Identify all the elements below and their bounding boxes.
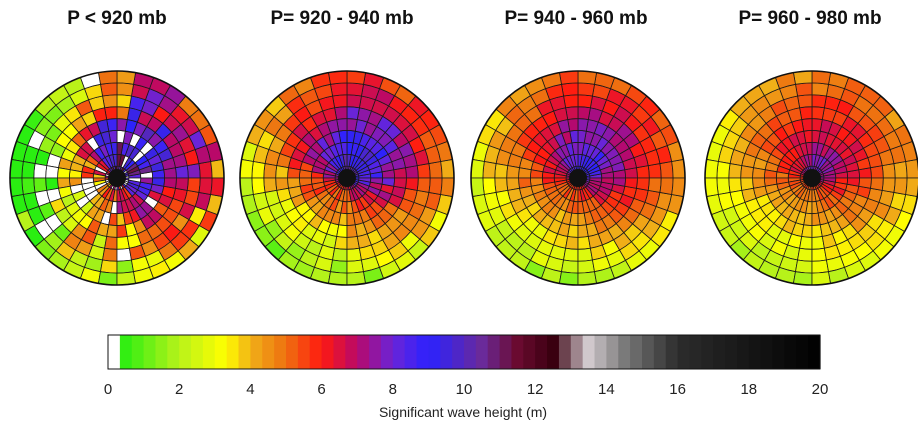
colorbar-block [772, 335, 785, 369]
colorbar-block [380, 335, 394, 369]
colorbar-block [250, 335, 263, 369]
colorbar-block [796, 335, 809, 369]
colorbar-block [594, 335, 607, 369]
colorbar-block [464, 335, 477, 369]
colorbar-block [119, 335, 133, 369]
colorbar-tick-label: 20 [811, 381, 829, 398]
colorbar-block [333, 335, 346, 369]
colorbar-block [606, 335, 619, 369]
colorbar-block [167, 335, 180, 369]
colorbar-block [689, 335, 702, 369]
polar-center [803, 169, 821, 187]
colorbar-block [309, 335, 323, 369]
colorbar-block [321, 335, 335, 369]
colorbar-block [404, 335, 418, 369]
colorbar-block [131, 335, 145, 369]
polar-panel-3 [470, 70, 686, 286]
colorbar-tick-label: 14 [598, 381, 615, 398]
colorbar-block [357, 335, 370, 369]
colorbar-block [226, 335, 240, 369]
colorbar-label: Significant wave height (m) [378, 404, 548, 420]
colorbar-block [274, 335, 287, 369]
colorbar-block [286, 335, 299, 369]
colorbar-block [191, 335, 204, 369]
colorbar-block [369, 335, 382, 369]
colorbar-block [202, 335, 216, 369]
colorbar-block [392, 335, 406, 369]
colorbar-block [345, 335, 358, 369]
colorbar-block [618, 335, 631, 369]
colorbar-block [760, 335, 774, 369]
polar-outline [704, 70, 918, 286]
colorbar-tick-label: 4 [246, 381, 255, 398]
panel-title-3: P= 940 - 960 mb [504, 8, 648, 29]
colorbar-tick-label: 12 [526, 381, 544, 398]
colorbar-block [262, 335, 275, 369]
colorbar-block [428, 335, 441, 369]
polar-center [338, 169, 356, 187]
colorbar-tick-label: 10 [455, 381, 473, 398]
colorbar-block [677, 335, 691, 369]
colorbar-block [452, 335, 465, 369]
colorbar-block [499, 335, 513, 369]
panel-title-2: P= 920 - 940 mb [270, 8, 414, 29]
colorbar-frame [107, 334, 821, 370]
colorbar-block [630, 335, 643, 369]
colorbar-block [582, 335, 596, 369]
polar-center [569, 169, 587, 187]
polar-outline [470, 70, 686, 286]
colorbar-block [642, 335, 655, 369]
colorbar-block [535, 335, 548, 369]
colorbar-tick-label: 2 [175, 381, 184, 398]
colorbar-tick-label: 0 [103, 381, 113, 398]
colorbar-block [701, 335, 714, 369]
colorbar-block [108, 335, 121, 369]
colorbar-block [179, 335, 192, 369]
polar-panel-2 [239, 70, 455, 286]
colorbar-block [238, 335, 251, 369]
colorbar-tick-label: 6 [317, 381, 326, 398]
colorbar-block [214, 335, 228, 369]
colorbar-block [416, 335, 429, 369]
colorbar-block [511, 335, 524, 369]
colorbar-block [558, 335, 572, 369]
colorbar-block [547, 335, 560, 369]
polar-panel-1 [9, 70, 225, 286]
colorbar-block [665, 335, 679, 369]
colorbar-block [736, 335, 750, 369]
colorbar-block [487, 335, 501, 369]
colorbar-block [748, 335, 762, 369]
colorbar-block [653, 335, 667, 369]
colorbar-block [784, 335, 797, 369]
colorbar-block [523, 335, 536, 369]
colorbar-block [725, 335, 738, 369]
colorbar-tick-label: 16 [669, 381, 686, 398]
colorbar-tick-label: 8 [388, 381, 397, 398]
polar-panel-4 [704, 70, 918, 286]
colorbar-block [297, 335, 311, 369]
polar-outline [9, 70, 225, 286]
polar-center [108, 169, 126, 187]
colorbar-block [440, 335, 453, 369]
colorbar-block [570, 335, 584, 369]
colorbar-block [155, 335, 168, 369]
panel-title-4: P= 960 - 980 mb [738, 8, 882, 29]
colorbar-block [713, 335, 726, 369]
colorbar-block [143, 335, 157, 369]
colorbar-block [475, 335, 489, 369]
polar-outline [239, 70, 455, 286]
colorbar-tick-label: 18 [740, 381, 758, 398]
colorbar-block [808, 335, 821, 369]
panel-title-1: P < 920 mb [67, 8, 167, 29]
